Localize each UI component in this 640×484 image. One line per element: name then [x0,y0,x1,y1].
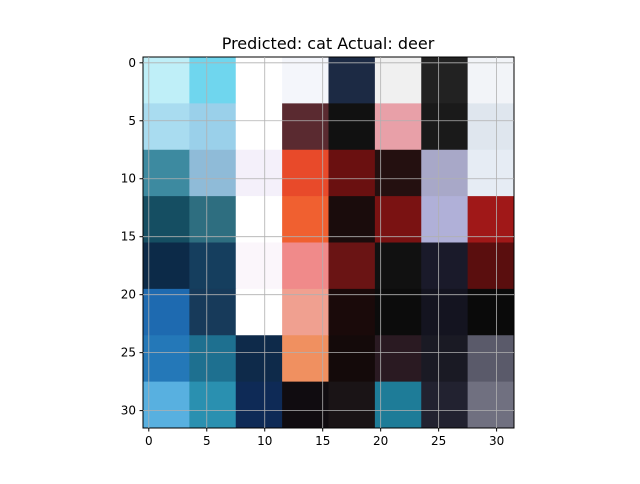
image-block [467,149,515,197]
image-block [467,381,515,429]
image-block [328,103,376,151]
image-block [143,242,190,290]
image-block [467,57,515,104]
x-tick-label: 10 [257,434,272,448]
y-tick-label: 10 [121,172,136,186]
image-block [328,149,376,197]
image-block [282,288,329,336]
image-block [282,335,329,383]
chart-title: Predicted: cat Actual: deer [222,34,435,53]
image-block [328,242,376,290]
image-block [235,381,283,429]
image-block [235,103,283,151]
x-tick-label: 20 [373,434,388,448]
x-tick-label: 30 [489,434,504,448]
image-block [143,103,190,151]
image-block [189,103,237,151]
y-tick-label: 25 [121,346,136,360]
image-block [328,335,376,383]
image-block [235,242,283,290]
image-block [374,57,422,104]
y-tick-label: 5 [128,114,136,128]
image-block [467,242,515,290]
y-tick-label: 0 [128,56,136,70]
image-block [328,288,376,336]
image-block [467,196,515,243]
image-block [421,335,469,383]
image-block [421,242,469,290]
image-block [143,381,190,429]
image-block [189,149,237,197]
image-block [421,381,469,429]
image-block [374,103,422,151]
y-tick-label: 30 [121,404,136,418]
image-block [143,149,190,197]
image-block [467,335,515,383]
y-tick-label: 15 [121,230,136,244]
image-block [421,196,469,243]
image-block [282,57,329,104]
image [143,57,515,429]
image-block [189,242,237,290]
image-block [282,149,329,197]
image-block [328,196,376,243]
image-block [235,288,283,336]
image-block [421,288,469,336]
image-block [467,288,515,336]
image-block [374,335,422,383]
image-block [328,57,376,104]
axes-frame [142,56,515,429]
y-tick-label: 20 [121,288,136,302]
image-block [282,103,329,151]
image-block [374,196,422,243]
image-block [374,381,422,429]
image-block [282,196,329,243]
image-block [235,335,283,383]
image-block [189,196,237,243]
image-block [189,57,237,104]
x-tick-label: 15 [315,434,330,448]
image-block [467,103,515,151]
image-block [282,242,329,290]
image-block [143,196,190,243]
image-block [189,335,237,383]
image-block [421,103,469,151]
image-block [189,288,237,336]
image-block [143,57,190,104]
image-block [374,149,422,197]
image-block [374,242,422,290]
image-block [189,381,237,429]
x-tick-label: 25 [431,434,446,448]
image-block [421,57,469,104]
image-block [328,381,376,429]
image-block [282,381,329,429]
image-block [143,288,190,336]
image-block [235,57,283,104]
image-block [374,288,422,336]
image-block [143,335,190,383]
image-block [235,196,283,243]
x-tick-label: 0 [145,434,153,448]
x-tick-label: 5 [203,434,211,448]
image-block [235,149,283,197]
image-block [421,149,469,197]
